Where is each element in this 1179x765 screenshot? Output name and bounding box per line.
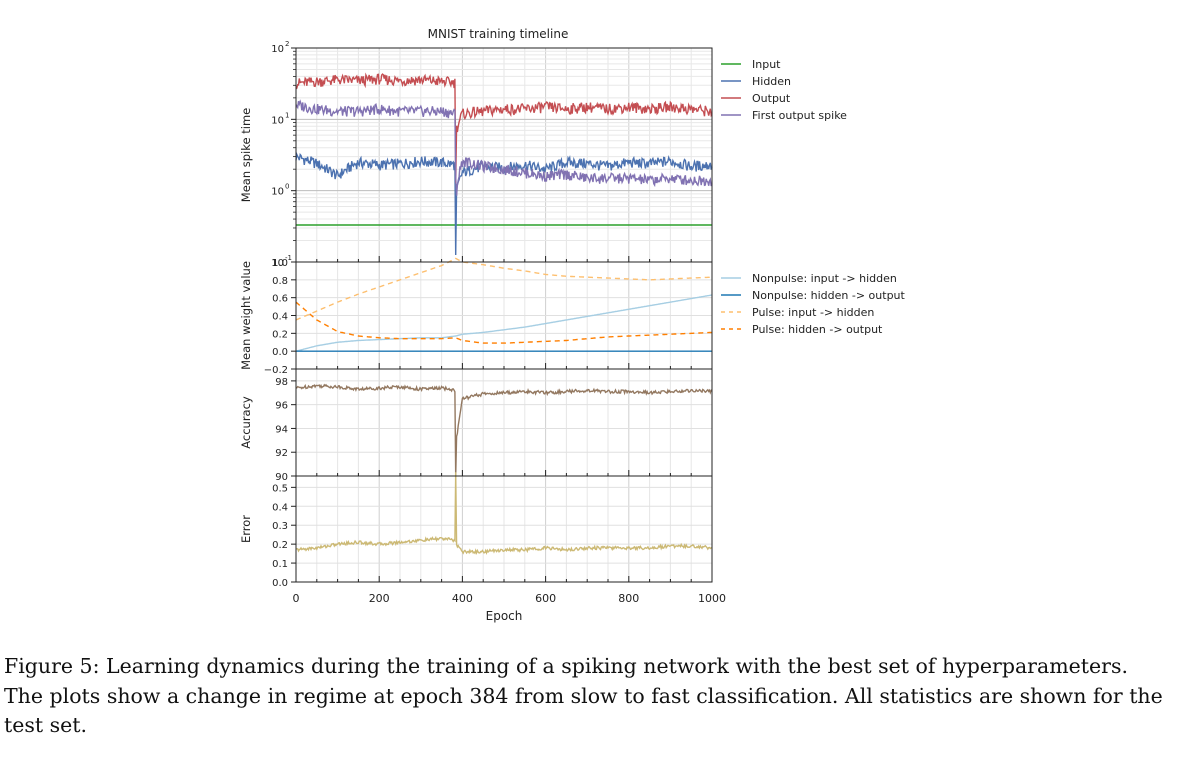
series-line [295, 99, 713, 196]
y-tick-label: 10 [271, 115, 284, 126]
series-line [295, 472, 713, 556]
series-line [295, 72, 713, 184]
legend-label: Output [752, 92, 791, 105]
y-tick-label: 1.0 [272, 258, 288, 269]
y-tick-label: 0.0 [272, 347, 288, 358]
y-tick-label: 0.6 [272, 294, 288, 305]
legend-label: Pulse: hidden -> output [752, 323, 883, 336]
y-tick-exponent: 2 [285, 40, 289, 48]
panel-4: 0.0 0.1 0.2 0.3 0.4 0.5 Error [239, 472, 713, 589]
y-tick-label: 98 [275, 377, 288, 388]
y-tick-label: 10 [271, 258, 284, 269]
y-axis-label: Mean weight value [239, 261, 253, 370]
x-tick-label: 800 [618, 592, 639, 605]
y-tick-label: 92 [275, 448, 288, 459]
panel-3: 90 92 94 96 98 Accuracy [239, 368, 713, 483]
legend-label: Input [752, 58, 781, 71]
series-line [295, 301, 713, 344]
figure-title: MNIST training timeline [428, 27, 569, 41]
y-tick-label: 10 [271, 44, 284, 55]
y-tick-label: 10 [271, 187, 284, 198]
x-tick-label: 0 [293, 592, 300, 605]
legend-label: Hidden [752, 75, 791, 88]
figure-caption: Figure 5: Learning dynamics during the t… [4, 654, 1163, 737]
panel-2: −0.2 0.0 0.2 0.4 0.6 0.8 1.0 Mean weight value N… [239, 257, 906, 376]
y-tick-exponent: 1 [285, 111, 289, 119]
x-axis-label: Epoch [486, 609, 523, 623]
y-axis-label: Mean spike time [239, 108, 253, 202]
y-tick-exponent: -1 [285, 254, 292, 262]
y-tick-exponent: 0 [285, 183, 289, 191]
y-tick-label: 0.8 [272, 276, 288, 287]
y-tick-label: 0.5 [272, 483, 288, 494]
y-tick-label: 0.1 [272, 559, 288, 570]
y-tick-label: 0.0 [272, 578, 288, 589]
series-line [295, 383, 713, 477]
legend-label: Nonpulse: hidden -> output [752, 289, 906, 302]
y-tick-label: 0.3 [272, 521, 288, 532]
x-tick-label: 400 [452, 592, 473, 605]
y-tick-label: 0.2 [272, 540, 288, 551]
y-axis-label: Error [239, 515, 253, 543]
x-tick-label: 600 [535, 592, 556, 605]
y-tick-label: 0.4 [272, 502, 288, 513]
y-tick-label: 96 [275, 401, 288, 412]
x-tick-label: 200 [369, 592, 390, 605]
x-tick-label: 1000 [698, 592, 726, 605]
series-line [295, 257, 712, 321]
series-line [295, 294, 713, 352]
y-tick-label: 90 [275, 472, 288, 483]
y-tick-label: 0.2 [272, 329, 288, 340]
y-tick-label: 94 [275, 424, 288, 435]
legend-label: First output spike [752, 109, 847, 122]
y-tick-label: 0.4 [272, 312, 288, 323]
y-tick-label: −0.2 [264, 365, 288, 376]
legend-label: Nonpulse: input -> hidden [752, 272, 897, 285]
legend-label: Pulse: input -> hidden [752, 306, 874, 319]
y-axis-label: Accuracy [239, 396, 253, 449]
